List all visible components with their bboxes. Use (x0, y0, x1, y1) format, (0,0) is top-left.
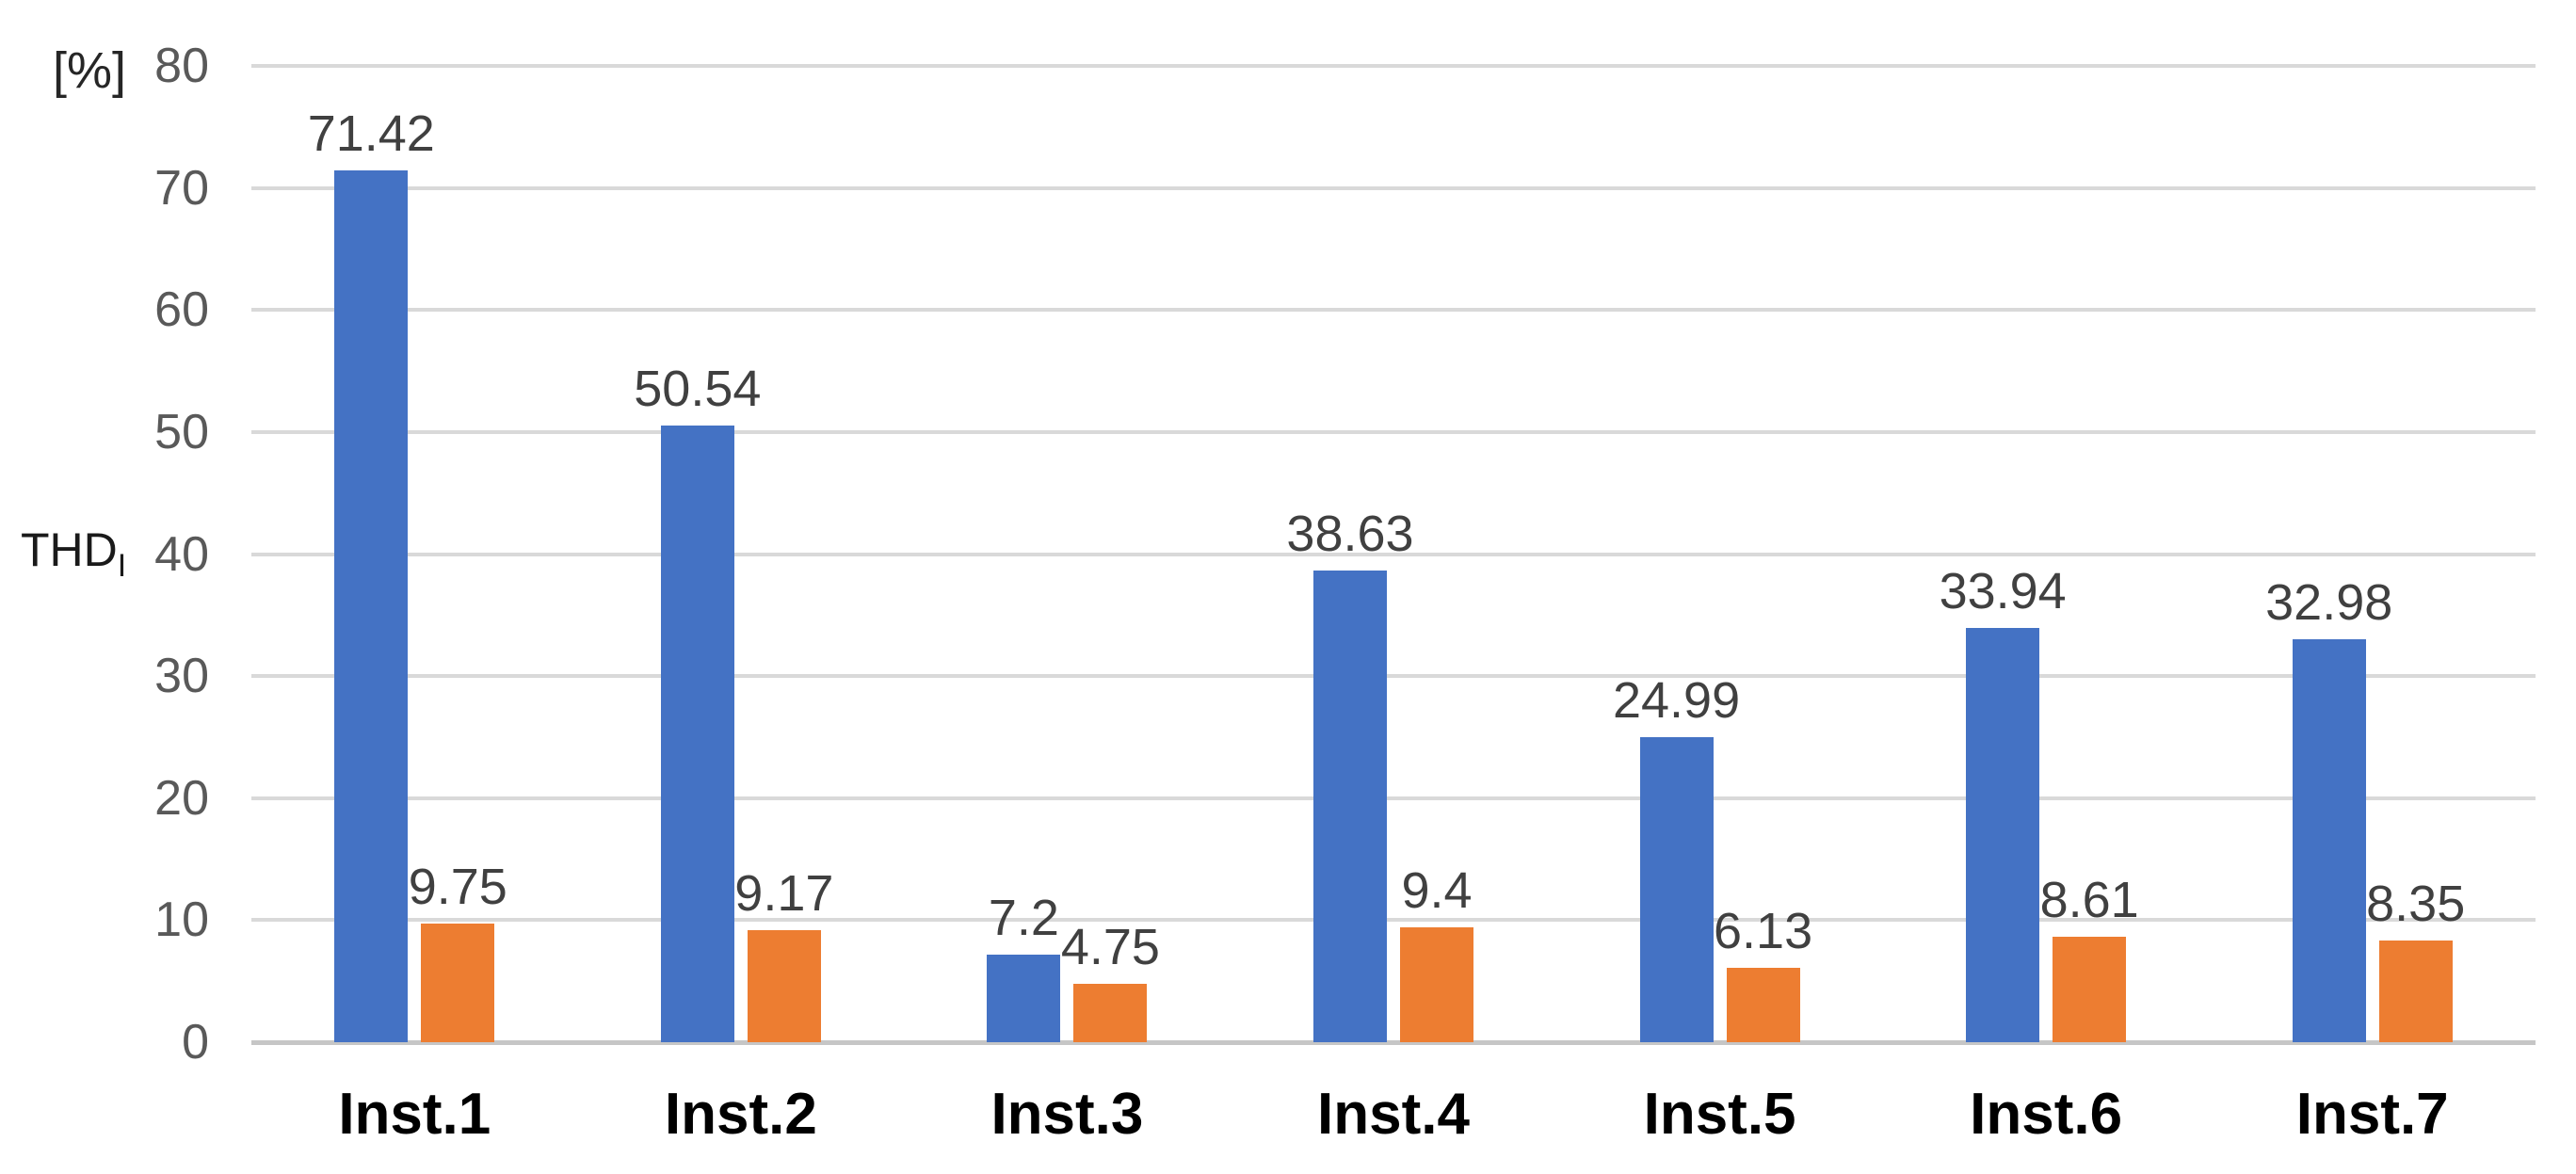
y-tick-label-70: 70 (154, 160, 209, 216)
bar-series-blue-inst6 (1966, 628, 2040, 1042)
bar-series-blue-inst3 (987, 954, 1061, 1042)
y-tick-label-50: 50 (154, 404, 209, 459)
y-axis-title-subscript: I (117, 548, 127, 584)
value-label-series-orange-inst6: 8.61 (2039, 872, 2139, 929)
value-label-series-blue-inst5: 24.99 (1612, 672, 1741, 730)
category-label-inst5: Inst.5 (1643, 1082, 1796, 1147)
bar-series-blue-inst5 (1639, 737, 1714, 1042)
bar-series-orange-inst7 (2378, 940, 2453, 1042)
value-label-series-blue-inst1: 71.42 (307, 105, 435, 163)
bar-series-orange-inst4 (1400, 927, 1473, 1042)
y-tick-label-80: 80 (154, 39, 209, 93)
bar-series-blue-inst4 (1313, 571, 1387, 1042)
y-tick-label-60: 60 (154, 282, 209, 338)
y-axis-unit-label: [%] (52, 42, 127, 99)
category-label-inst7: Inst.7 (2295, 1082, 2449, 1147)
bar-series-blue-inst2 (660, 425, 734, 1042)
value-label-series-blue-inst6: 33.94 (1939, 563, 2067, 620)
value-label-series-orange-inst3: 4.75 (1060, 919, 1160, 976)
gridline-y30 (251, 674, 2536, 679)
category-label-inst6: Inst.6 (1970, 1082, 2123, 1147)
bar-series-orange-inst1 (421, 923, 495, 1042)
bar-series-orange-inst6 (2053, 937, 2127, 1042)
value-label-series-blue-inst3: 7.2 (988, 889, 1059, 946)
x-axis-line (251, 1040, 2536, 1045)
gridline-y50 (251, 429, 2536, 434)
gridline-y70 (251, 185, 2536, 190)
bar-series-blue-inst7 (2292, 639, 2366, 1042)
bar-series-orange-inst3 (1073, 984, 1148, 1042)
y-tick-label-0: 0 (182, 1015, 209, 1069)
value-label-series-blue-inst2: 50.54 (634, 360, 762, 417)
gridline-y60 (251, 308, 2536, 313)
category-label-inst2: Inst.2 (664, 1082, 817, 1147)
y-tick-label-40: 40 (154, 526, 209, 582)
bar-series-orange-inst5 (1726, 967, 1800, 1042)
y-tick-label-30: 30 (154, 649, 209, 704)
value-label-series-blue-inst7: 32.98 (2265, 574, 2393, 632)
value-label-series-blue-inst4: 38.63 (1286, 506, 1414, 563)
category-label-inst3: Inst.3 (990, 1082, 1144, 1147)
gridline-y80 (251, 64, 2536, 68)
category-label-inst1: Inst.1 (338, 1082, 491, 1147)
y-axis-title: THDI (21, 523, 153, 585)
value-label-series-orange-inst4: 9.4 (1401, 862, 1473, 920)
category-label-inst4: Inst.4 (1317, 1082, 1470, 1147)
value-label-series-orange-inst5: 6.13 (1714, 902, 1813, 959)
y-tick-label-10: 10 (154, 893, 209, 948)
y-tick-label-20: 20 (154, 770, 209, 826)
value-label-series-orange-inst1: 9.75 (408, 858, 507, 915)
bar-series-blue-inst1 (334, 170, 409, 1042)
value-label-series-orange-inst7: 8.35 (2366, 875, 2466, 932)
gridline-y40 (251, 552, 2536, 556)
y-axis-title-text: THD (21, 523, 118, 576)
bar-series-orange-inst2 (747, 930, 821, 1042)
gridline-y20 (251, 796, 2536, 800)
value-label-series-orange-inst2: 9.17 (734, 865, 834, 923)
gridline-y10 (251, 918, 2536, 923)
